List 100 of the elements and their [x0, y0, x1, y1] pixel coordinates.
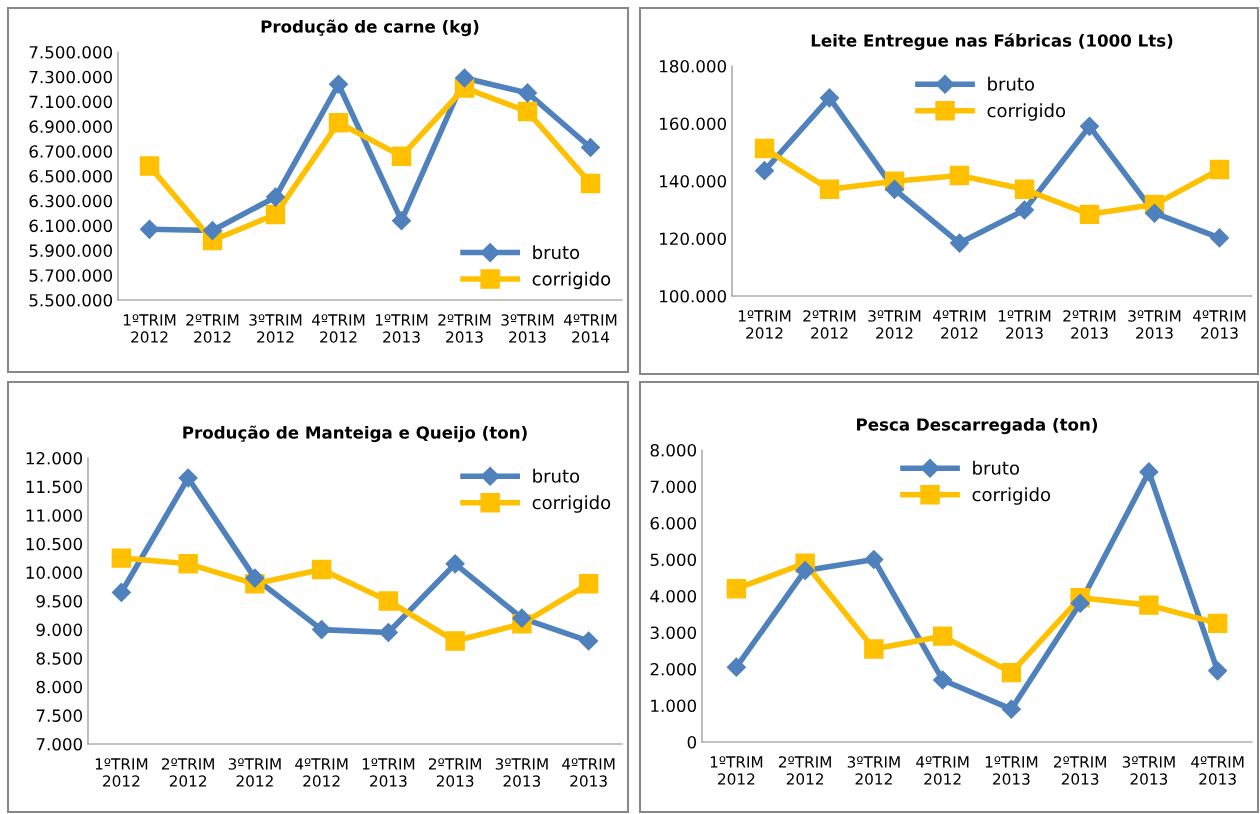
y-tick-label: 1.000: [651, 699, 697, 713]
point: [819, 179, 840, 200]
y-tick-label: 0: [687, 735, 697, 749]
point: [312, 620, 332, 640]
y-tick-label: 120.000: [660, 232, 727, 246]
x-tick-label: 2ºTRIM 2013: [1053, 756, 1106, 785]
point: [1001, 699, 1021, 719]
point: [1139, 462, 1159, 482]
point: [265, 204, 286, 225]
y-tick-label: 8.000: [36, 680, 83, 694]
y-tick-label: 9.000: [36, 623, 83, 637]
x-tick-label: 1ºTRIM 2012: [710, 756, 763, 785]
y-tick-label: 5.900.000: [29, 244, 113, 257]
legend-label: corrigido: [987, 103, 1066, 121]
chart-title: Leite Entregue nas Fábricas (1000 Lts): [811, 33, 1173, 51]
point: [1207, 613, 1228, 634]
y-tick-label: 5.700.000: [29, 269, 113, 282]
point: [949, 165, 970, 186]
point: [178, 554, 198, 574]
point: [932, 626, 953, 646]
x-tick-label: 2ºTRIM 2013: [428, 758, 481, 787]
point: [1139, 595, 1159, 615]
chart-title: Produção de carne (kg): [261, 19, 479, 37]
y-tick-label: 180.000: [660, 59, 727, 73]
point: [391, 211, 412, 231]
x-tick-label: 4ºTRIM 2013: [1192, 310, 1246, 339]
x-tick-label: 1ºTRIM 2013: [362, 758, 415, 787]
point: [111, 548, 132, 568]
point: [1014, 200, 1035, 220]
point: [754, 138, 775, 159]
y-tick-label: 6.300.000: [29, 194, 113, 208]
point: [933, 670, 953, 690]
y-tick-label: 7.000: [650, 480, 697, 494]
point: [795, 560, 815, 580]
x-tick-label: 4ºTRIM 2012: [295, 758, 348, 787]
point: [517, 83, 538, 103]
y-tick-label: 8.000: [650, 443, 697, 457]
y-tick-label: 2.000: [650, 662, 697, 676]
x-tick-label: 1ºTRIM 2013: [985, 756, 1038, 785]
legend-label: bruto: [533, 468, 580, 483]
y-tick-label: 7.100.000: [29, 95, 113, 109]
point: [578, 574, 599, 594]
y-tick-label: 3.000: [650, 626, 697, 640]
x-tick-label: 3ºTRIM 2013: [1122, 756, 1175, 785]
legend-label: bruto: [533, 245, 580, 260]
x-tick-label: 4ºTRIM 2013: [562, 758, 615, 787]
x-tick-label: 4ºTRIM 2012: [932, 310, 986, 339]
y-tick-label: 100.000: [660, 289, 727, 303]
point: [1209, 228, 1230, 248]
y-tick-label: 4.000: [650, 589, 697, 603]
x-tick-label: 4ºTRIM 2014: [563, 314, 617, 343]
point: [311, 559, 332, 580]
point: [265, 187, 286, 207]
point: [949, 233, 970, 253]
point: [378, 591, 399, 611]
point: [754, 161, 775, 181]
point: [445, 554, 465, 574]
point: [864, 549, 884, 570]
x-tick-label: 3ºTRIM 2013: [495, 758, 548, 787]
x-tick-label: 3ºTRIM 2012: [847, 756, 900, 785]
x-tick-label: 1ºTRIM 2012: [738, 310, 791, 339]
x-tick-label: 1ºTRIM 2012: [95, 758, 148, 787]
x-tick-label: 3ºTRIM 2012: [249, 314, 302, 343]
point: [1014, 179, 1035, 200]
x-tick-label: 2ºTRIM 2012: [778, 756, 831, 785]
point: [580, 173, 601, 194]
point: [245, 568, 265, 588]
y-tick-label: 11.000: [26, 509, 83, 522]
x-tick-label: 3ºTRIM 2013: [501, 314, 554, 343]
point: [726, 578, 747, 599]
x-tick-label: 2ºTRIM 2013: [1063, 310, 1116, 339]
legend-label: bruto: [973, 460, 1020, 475]
point: [1079, 116, 1100, 136]
point: [819, 88, 840, 108]
x-tick-label: 3ºTRIM 2012: [868, 310, 921, 339]
point: [579, 631, 599, 651]
point: [580, 137, 601, 158]
x-tick-label: 1ºTRIM 2013: [375, 314, 428, 343]
point: [328, 74, 349, 94]
x-tick-label: 1ºTRIM 2013: [998, 310, 1051, 339]
y-tick-label: 7.000: [36, 737, 83, 751]
point: [1079, 204, 1100, 225]
y-tick-label: 9.500: [36, 594, 83, 608]
point: [445, 631, 465, 651]
x-tick-label: 3ºTRIM 2012: [228, 758, 281, 787]
x-tick-label: 2ºTRIM 2012: [803, 310, 856, 339]
point: [1144, 203, 1165, 223]
point: [864, 639, 884, 659]
y-tick-label: 8.500: [36, 652, 83, 665]
point: [111, 582, 131, 602]
point: [391, 146, 412, 166]
y-tick-label: 140.000: [660, 174, 727, 188]
y-tick-label: 6.700.000: [29, 145, 113, 158]
point: [884, 179, 905, 199]
chart-title: Produção de Manteiga e Queijo (ton): [183, 425, 527, 443]
point: [202, 221, 223, 241]
legend-label: bruto: [988, 76, 1035, 91]
y-tick-label: 6.100.000: [29, 219, 113, 233]
point: [517, 101, 538, 122]
x-tick-label: 4ºTRIM 2013: [1191, 756, 1244, 785]
